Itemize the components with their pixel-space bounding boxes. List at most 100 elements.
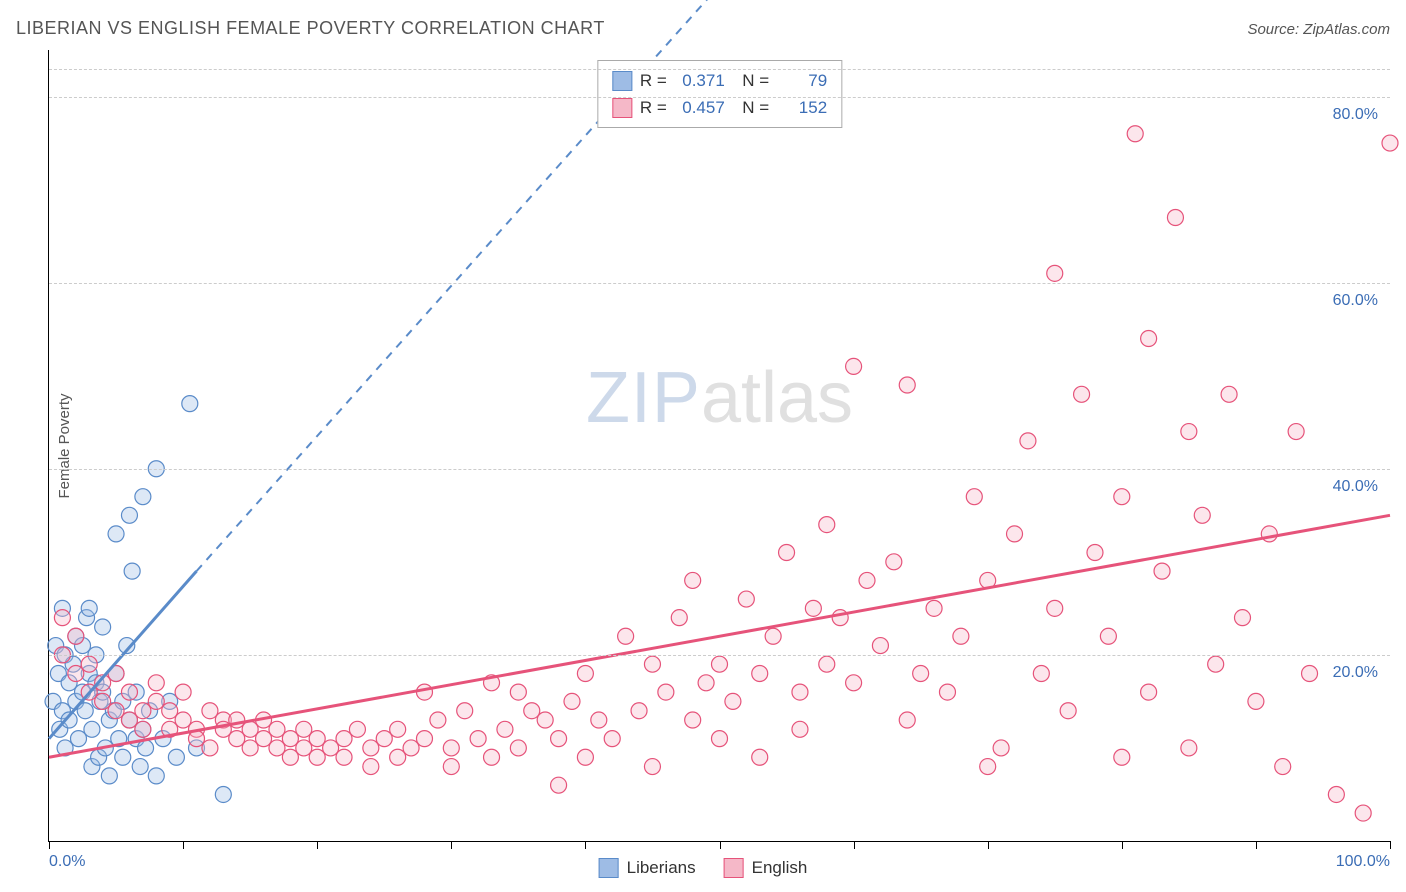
- data-point: [148, 675, 164, 691]
- data-point: [765, 628, 781, 644]
- data-point: [309, 731, 325, 747]
- grid-line: [49, 469, 1390, 470]
- legend-label: English: [752, 858, 808, 878]
- data-point: [1154, 563, 1170, 579]
- data-point: [101, 768, 117, 784]
- data-point: [671, 610, 687, 626]
- r-label: R =: [640, 67, 667, 94]
- legend-item: Liberians: [599, 858, 696, 878]
- data-point: [416, 684, 432, 700]
- n-label: N =: [733, 94, 769, 121]
- data-point: [993, 740, 1009, 756]
- series-swatch: [612, 98, 632, 118]
- data-point: [269, 721, 285, 737]
- data-point: [309, 749, 325, 765]
- data-point: [926, 600, 942, 616]
- data-point: [1020, 433, 1036, 449]
- data-point: [202, 740, 218, 756]
- n-value: 79: [777, 67, 827, 94]
- data-point: [323, 740, 339, 756]
- x-tick: [585, 841, 586, 849]
- data-point: [349, 721, 365, 737]
- x-tick: [49, 841, 50, 849]
- data-point: [913, 665, 929, 681]
- data-point: [135, 721, 151, 737]
- correlation-stats-box: R =0.371 N =79R =0.457 N =152: [597, 60, 842, 128]
- data-point: [1167, 210, 1183, 226]
- data-point: [551, 731, 567, 747]
- data-point: [403, 740, 419, 756]
- data-point: [551, 777, 567, 793]
- data-point: [115, 749, 131, 765]
- legend: Liberians English: [599, 858, 808, 878]
- data-point: [899, 377, 915, 393]
- data-point: [484, 749, 500, 765]
- data-point: [1007, 526, 1023, 542]
- data-point: [470, 731, 486, 747]
- data-point: [121, 712, 137, 728]
- data-point: [752, 749, 768, 765]
- data-point: [577, 749, 593, 765]
- data-point: [792, 721, 808, 737]
- data-point: [779, 545, 795, 561]
- data-point: [698, 675, 714, 691]
- x-tick: [451, 841, 452, 849]
- data-point: [846, 675, 862, 691]
- data-point: [591, 712, 607, 728]
- data-point: [899, 712, 915, 728]
- data-point: [135, 703, 151, 719]
- stats-row: R =0.371 N =79: [612, 67, 827, 94]
- data-point: [1382, 135, 1398, 151]
- data-point: [81, 656, 97, 672]
- data-point: [363, 740, 379, 756]
- grid-line: [49, 69, 1390, 70]
- data-point: [175, 684, 191, 700]
- data-point: [84, 721, 100, 737]
- legend-label: Liberians: [627, 858, 696, 878]
- y-tick-label: 40.0%: [1333, 478, 1378, 496]
- data-point: [81, 600, 97, 616]
- data-point: [215, 786, 231, 802]
- legend-item: English: [724, 858, 808, 878]
- data-point: [1275, 759, 1291, 775]
- legend-swatch: [724, 858, 744, 878]
- data-point: [376, 731, 392, 747]
- data-point: [725, 693, 741, 709]
- data-point: [712, 731, 728, 747]
- data-point: [202, 703, 218, 719]
- data-point: [1047, 265, 1063, 281]
- n-value: 152: [777, 94, 827, 121]
- data-point: [685, 712, 701, 728]
- data-point: [1181, 740, 1197, 756]
- data-point: [1248, 693, 1264, 709]
- n-label: N =: [733, 67, 769, 94]
- data-point: [1194, 507, 1210, 523]
- data-point: [336, 731, 352, 747]
- x-tick: [988, 841, 989, 849]
- data-point: [1074, 386, 1090, 402]
- data-point: [242, 740, 258, 756]
- data-point: [336, 749, 352, 765]
- data-point: [54, 610, 70, 626]
- chart-plot-area: ZIPatlas R =0.371 N =79R =0.457 N =152 2…: [48, 50, 1390, 842]
- x-tick: [183, 841, 184, 849]
- legend-swatch: [599, 858, 619, 878]
- chart-title: LIBERIAN VS ENGLISH FEMALE POVERTY CORRE…: [16, 18, 605, 39]
- data-point: [457, 703, 473, 719]
- data-point: [658, 684, 674, 700]
- data-point: [1208, 656, 1224, 672]
- data-point: [95, 693, 111, 709]
- data-point: [738, 591, 754, 607]
- data-point: [712, 656, 728, 672]
- data-point: [1047, 600, 1063, 616]
- grid-line: [49, 97, 1390, 98]
- data-point: [68, 628, 84, 644]
- data-point: [537, 712, 553, 728]
- data-point: [148, 693, 164, 709]
- data-point: [390, 749, 406, 765]
- x-tick: [317, 841, 318, 849]
- data-point: [1033, 665, 1049, 681]
- data-point: [68, 665, 84, 681]
- grid-line: [49, 283, 1390, 284]
- data-point: [604, 731, 620, 747]
